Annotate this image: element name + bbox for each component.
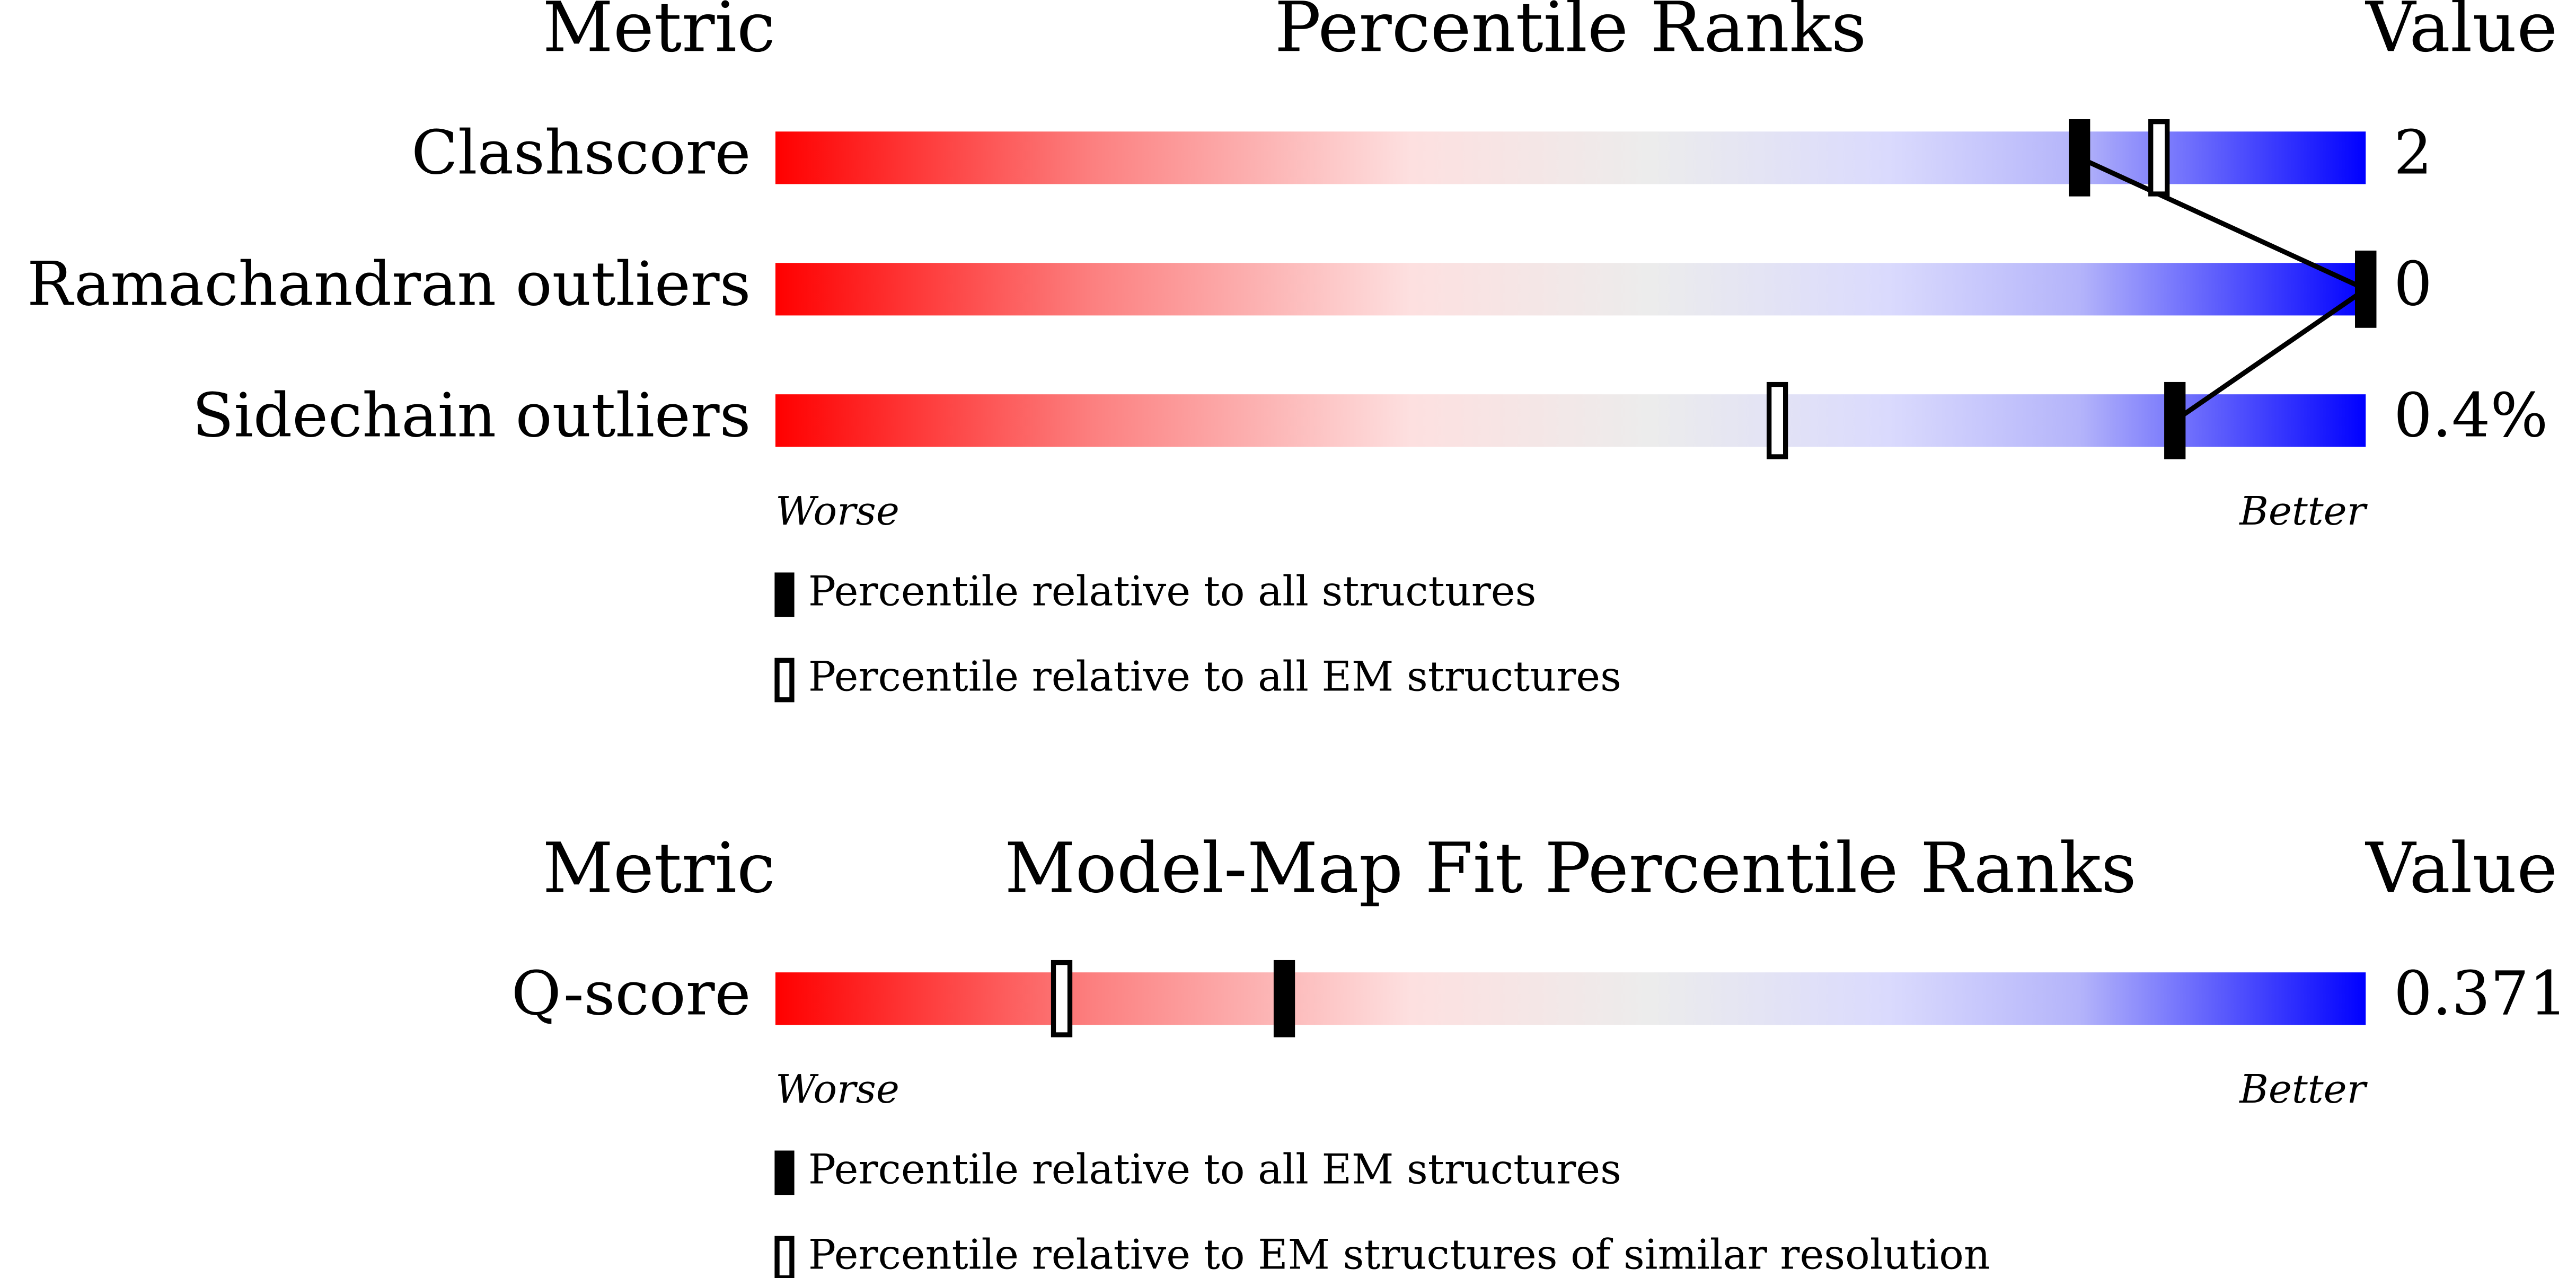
percentile-marker bbox=[1273, 960, 1295, 1037]
legend-icon bbox=[774, 572, 795, 617]
legend-label: Percentile relative to all EM structures bbox=[808, 653, 1621, 700]
percentile-bar bbox=[775, 131, 2366, 184]
value-header: Value bbox=[2365, 0, 2557, 67]
legend-label: Percentile relative to all EM structures bbox=[808, 1146, 1621, 1193]
value-label: 0 bbox=[2394, 249, 2432, 320]
worse-label: Worse bbox=[775, 1066, 899, 1112]
percentile-marker bbox=[2069, 119, 2090, 197]
value-label: 2 bbox=[2394, 118, 2432, 188]
metric-label: Clashscore bbox=[411, 118, 751, 188]
legend-label: Percentile relative to EM structures of … bbox=[808, 1231, 1990, 1278]
percentile-marker bbox=[1051, 960, 1073, 1037]
legend-icon bbox=[774, 1150, 795, 1195]
legend-icon bbox=[774, 658, 795, 703]
value-label: 0.4% bbox=[2394, 380, 2548, 451]
better-label: Better bbox=[2238, 1066, 2368, 1112]
legend-label: Percentile relative to all structures bbox=[808, 567, 1536, 615]
legend-icon bbox=[774, 1236, 795, 1278]
percentile-marker bbox=[2164, 381, 2186, 459]
metric-header: Metric bbox=[543, 0, 775, 67]
metric-label: Ramachandran outliers bbox=[27, 249, 751, 320]
percentile-marker bbox=[1767, 381, 1788, 459]
worse-label: Worse bbox=[775, 488, 899, 534]
chart-title: Percentile Ranks bbox=[1275, 0, 1867, 67]
chart-title: Model-Map Fit Percentile Ranks bbox=[1004, 828, 2137, 908]
better-label: Better bbox=[2238, 488, 2368, 534]
percentile-bar bbox=[775, 394, 2366, 447]
metric-label: Sidechain outliers bbox=[192, 380, 751, 451]
percentile-marker bbox=[2148, 119, 2170, 197]
metric-header: Metric bbox=[543, 828, 775, 908]
percentile-bar bbox=[775, 972, 2366, 1025]
percentile-marker bbox=[2355, 250, 2377, 328]
value-header: Value bbox=[2365, 828, 2557, 908]
percentile-bar bbox=[775, 263, 2366, 316]
value-label: 0.371 bbox=[2394, 958, 2568, 1029]
metric-label: Q-score bbox=[511, 958, 751, 1029]
